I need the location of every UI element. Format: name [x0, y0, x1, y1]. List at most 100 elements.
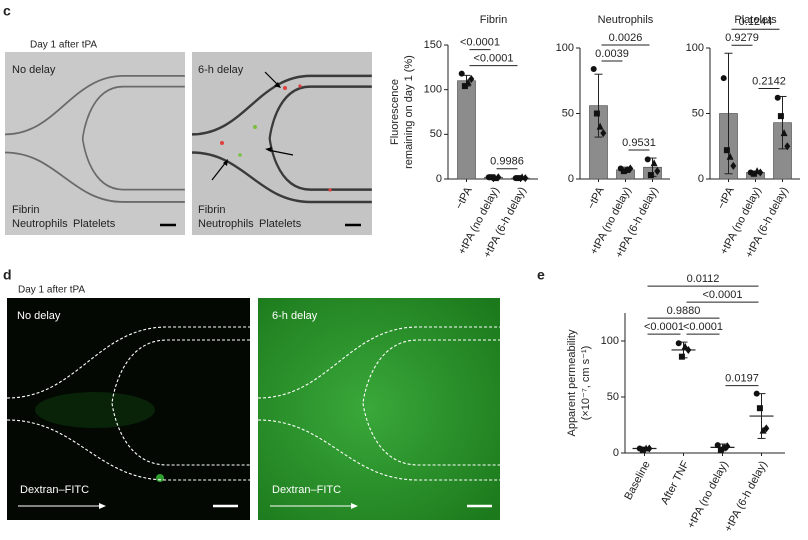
- legend-entry: Fibrin: [12, 204, 40, 216]
- data-point: [763, 424, 770, 433]
- fluorescence-image: [257, 298, 502, 520]
- x-tick-label: −tPA: [453, 185, 475, 212]
- y-tick-label: 0: [698, 173, 704, 185]
- x-tick-label: −tPA: [585, 185, 607, 212]
- data-point: [488, 174, 495, 181]
- data-point: [777, 113, 784, 120]
- data-point: [717, 446, 724, 453]
- data-point: [647, 172, 654, 179]
- p-value: <0.0001: [702, 289, 742, 301]
- y-tick-label: 100: [601, 335, 619, 347]
- panel-label: c: [3, 3, 11, 19]
- legend-entry: Neutrophils: [198, 218, 254, 230]
- data-point: [681, 342, 689, 350]
- x-tick-label: +tPA (no delay): [685, 459, 731, 531]
- data-point: [675, 340, 682, 347]
- p-value: 0.9279: [725, 32, 759, 44]
- y-tick-label: 150: [424, 39, 442, 51]
- image-annotation: Dextran–FITC: [272, 484, 341, 496]
- image-title: 6-h delay: [198, 64, 244, 76]
- fluorescence-image: [6, 298, 251, 520]
- panel-caption: Day 1 after tPA: [30, 40, 97, 51]
- data-point: [784, 142, 791, 151]
- data-point: [759, 426, 767, 434]
- panel-caption: Day 1 after tPA: [18, 285, 85, 296]
- p-value: <0.0001: [460, 36, 500, 48]
- y-tick-label: 100: [686, 42, 704, 54]
- p-value: 0.0197: [725, 373, 759, 385]
- data-point: [468, 74, 475, 83]
- micrograph: [190, 52, 374, 235]
- micrograph: [4, 52, 186, 235]
- p-value: 0.9986: [490, 156, 524, 168]
- p-value: 0.9531: [622, 137, 656, 149]
- p-value: 0.0112: [687, 273, 720, 285]
- data-point: [720, 443, 728, 451]
- y-tick-label: 100: [424, 84, 442, 96]
- data-point: [756, 405, 763, 412]
- y-tick-label: 50: [607, 391, 619, 403]
- p-value: 0.0026: [609, 32, 643, 44]
- legend-entry: Fibrin: [198, 204, 226, 216]
- y-axis-label: (×10⁻⁷, cm s⁻¹): [580, 346, 592, 421]
- p-value: 0.1244: [739, 16, 773, 28]
- data-point: [639, 446, 646, 453]
- panel-label: e: [537, 267, 545, 283]
- y-axis-label: Fluorescence: [389, 79, 401, 145]
- data-point: [461, 83, 468, 90]
- data-point: [644, 156, 651, 163]
- p-value: <0.0001: [644, 321, 684, 333]
- data-point: [600, 129, 607, 138]
- x-tick-label: Baseline: [622, 459, 652, 502]
- y-tick-label: 50: [430, 128, 442, 140]
- p-value: <0.0001: [473, 52, 513, 64]
- y-tick-label: 50: [562, 107, 574, 119]
- x-tick-label: After TNF: [659, 459, 692, 507]
- legend-entry: Platelets: [259, 218, 302, 230]
- data-point: [627, 164, 634, 173]
- data-point: [726, 152, 734, 160]
- data-point: [724, 442, 731, 451]
- p-value: 0.0039: [595, 48, 629, 60]
- image-title: 6-h delay: [272, 310, 318, 322]
- y-tick-label: 100: [556, 42, 574, 54]
- chart-title: Neutrophils: [598, 14, 654, 26]
- data-point: [685, 345, 692, 354]
- data-point: [491, 174, 499, 182]
- chart-title: Fibrin: [480, 14, 508, 26]
- p-value: 0.9880: [667, 305, 701, 317]
- legend-entry: Neutrophils: [12, 218, 68, 230]
- x-tick-label: −tPA: [715, 185, 737, 212]
- data-point: [458, 70, 465, 77]
- panel-label: d: [3, 267, 12, 283]
- data-point: [730, 161, 737, 170]
- y-tick-label: 0: [436, 173, 442, 185]
- p-value: 0.2142: [752, 75, 786, 87]
- chart-title: Platelets: [734, 14, 777, 26]
- data-point: [596, 122, 604, 130]
- data-point: [678, 353, 685, 360]
- data-point: [522, 174, 529, 183]
- data-point: [780, 129, 788, 137]
- data-point: [590, 65, 597, 72]
- data-point: [654, 167, 661, 176]
- data-point: [753, 390, 760, 397]
- data-point: [646, 444, 653, 453]
- data-point: [464, 78, 472, 86]
- data-point: [515, 175, 522, 182]
- x-tick-label: +tPA (6-h delay): [722, 459, 769, 534]
- data-point: [650, 159, 658, 167]
- data-point: [720, 75, 727, 82]
- data-point: [495, 173, 502, 182]
- image-title: No delay: [12, 64, 56, 76]
- y-axis-label: Apparent permeability: [566, 329, 578, 437]
- p-value: <0.0001: [683, 321, 723, 333]
- data-point: [620, 168, 627, 175]
- data-point: [757, 168, 764, 177]
- data-point: [623, 165, 631, 173]
- data-point: [593, 110, 600, 117]
- image-annotation: Dextran–FITC: [20, 484, 89, 496]
- y-axis-label: remaining on day 1 (%): [403, 55, 415, 169]
